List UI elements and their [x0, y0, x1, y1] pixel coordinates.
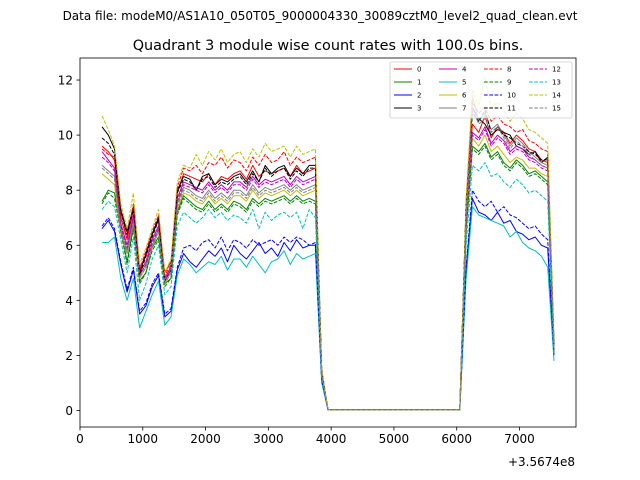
y-tick-label: 4 [65, 294, 73, 308]
x-tick-label: 4000 [316, 432, 347, 446]
legend-label-12: 12 [552, 66, 561, 74]
legend-label-6: 6 [462, 92, 467, 100]
legend-label-3: 3 [417, 105, 421, 113]
y-tick-label: 8 [65, 184, 73, 198]
series-line-11 [101, 109, 555, 411]
y-tick-label: 12 [58, 74, 73, 88]
legend-label-1: 1 [417, 79, 421, 87]
x-tick-label: 0 [76, 432, 84, 446]
legend-label-4: 4 [462, 66, 467, 74]
plot-area [80, 58, 576, 427]
legend-label-10: 10 [507, 92, 516, 100]
y-tick-label: 10 [58, 129, 73, 143]
legend-label-7: 7 [462, 105, 466, 113]
legend-label-9: 9 [507, 79, 511, 87]
legend-label-13: 13 [552, 79, 561, 87]
legend-label-2: 2 [417, 92, 421, 100]
y-tick-label: 0 [65, 404, 73, 418]
legend-label-8: 8 [507, 66, 511, 74]
x-tick-label: 6000 [441, 432, 472, 446]
legend-label-15: 15 [552, 105, 561, 113]
x-tick-label: 5000 [379, 432, 410, 446]
y-tick-label: 2 [65, 349, 73, 363]
chart-suptitle: Data file: modeM0/AS1A10_050T05_90000043… [63, 9, 578, 23]
legend-label-0: 0 [417, 66, 421, 74]
chart-title: Quadrant 3 module wise count rates with … [133, 38, 524, 54]
y-tick-label: 6 [65, 239, 73, 253]
legend-label-14: 14 [552, 92, 561, 100]
legend-label-11: 11 [507, 105, 516, 113]
legend-label-5: 5 [462, 79, 466, 87]
legend-frame [389, 61, 573, 119]
series-layer [101, 76, 555, 411]
x-tick-label: 2000 [190, 432, 221, 446]
x-tick-label: 3000 [253, 432, 284, 446]
x-tick-label: 7000 [504, 432, 535, 446]
plot-border [79, 57, 577, 428]
series-line-13 [101, 162, 555, 411]
series-line-15 [101, 107, 555, 411]
x-offset-label: +3.5674e8 [508, 455, 575, 469]
x-tick-label: 1000 [128, 432, 159, 446]
